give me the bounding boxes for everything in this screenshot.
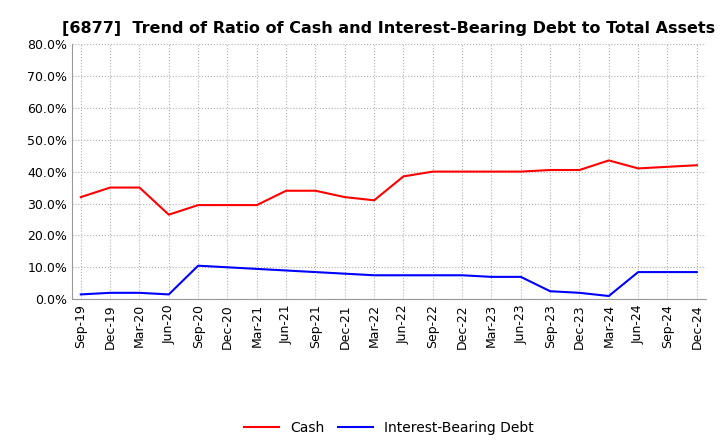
Legend: Cash, Interest-Bearing Debt: Cash, Interest-Bearing Debt xyxy=(238,415,539,440)
Cash xyxy=(575,167,584,172)
Interest-Bearing Debt xyxy=(311,269,320,275)
Interest-Bearing Debt xyxy=(634,269,642,275)
Cash xyxy=(487,169,496,174)
Interest-Bearing Debt xyxy=(516,274,525,279)
Interest-Bearing Debt xyxy=(399,273,408,278)
Interest-Bearing Debt xyxy=(605,293,613,299)
Line: Interest-Bearing Debt: Interest-Bearing Debt xyxy=(81,266,697,296)
Interest-Bearing Debt xyxy=(194,263,202,268)
Cash xyxy=(516,169,525,174)
Title: [6877]  Trend of Ratio of Cash and Interest-Bearing Debt to Total Assets: [6877] Trend of Ratio of Cash and Intere… xyxy=(62,21,716,36)
Interest-Bearing Debt xyxy=(458,273,467,278)
Interest-Bearing Debt xyxy=(106,290,114,296)
Cash xyxy=(311,188,320,194)
Cash xyxy=(135,185,144,190)
Interest-Bearing Debt xyxy=(253,266,261,271)
Cash xyxy=(253,202,261,208)
Cash xyxy=(194,202,202,208)
Interest-Bearing Debt xyxy=(282,268,290,273)
Interest-Bearing Debt xyxy=(546,289,554,294)
Interest-Bearing Debt xyxy=(428,273,437,278)
Interest-Bearing Debt xyxy=(76,292,85,297)
Interest-Bearing Debt xyxy=(341,271,349,276)
Cash xyxy=(106,185,114,190)
Cash xyxy=(223,202,232,208)
Interest-Bearing Debt xyxy=(487,274,496,279)
Cash xyxy=(341,194,349,200)
Cash xyxy=(663,164,672,169)
Interest-Bearing Debt xyxy=(575,290,584,296)
Cash xyxy=(605,158,613,163)
Interest-Bearing Debt xyxy=(164,292,173,297)
Interest-Bearing Debt xyxy=(663,269,672,275)
Cash xyxy=(634,166,642,171)
Interest-Bearing Debt xyxy=(223,265,232,270)
Cash xyxy=(164,212,173,217)
Interest-Bearing Debt xyxy=(370,273,379,278)
Cash xyxy=(428,169,437,174)
Cash xyxy=(458,169,467,174)
Cash xyxy=(282,188,290,194)
Cash xyxy=(546,167,554,172)
Cash xyxy=(76,194,85,200)
Line: Cash: Cash xyxy=(81,161,697,215)
Cash xyxy=(693,162,701,168)
Cash xyxy=(399,174,408,179)
Cash xyxy=(370,198,379,203)
Interest-Bearing Debt xyxy=(693,269,701,275)
Interest-Bearing Debt xyxy=(135,290,144,296)
